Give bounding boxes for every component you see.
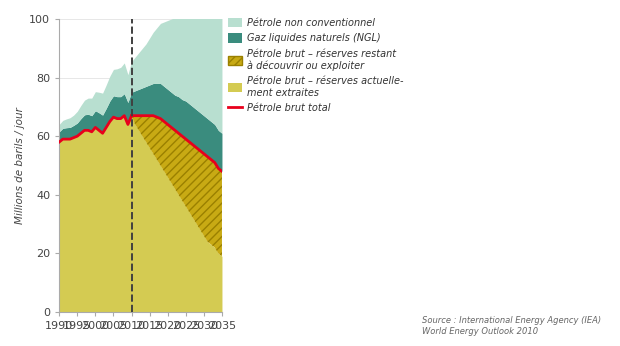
- Text: Source : International Energy Agency (IEA)
World Energy Outlook 2010: Source : International Energy Agency (IE…: [422, 316, 601, 336]
- Y-axis label: Millions de barils / jour: Millions de barils / jour: [15, 107, 25, 224]
- Legend: Pétrole non conventionnel, Gaz liquides naturels (NGL), Pétrole brut – réserves : Pétrole non conventionnel, Gaz liquides …: [228, 18, 404, 113]
